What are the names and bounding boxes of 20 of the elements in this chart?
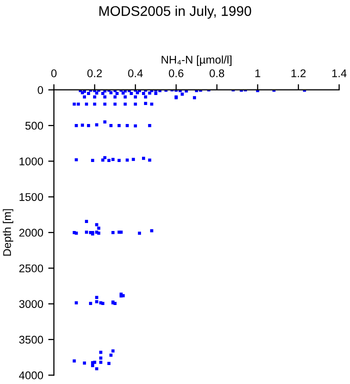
y-tick-label: 2500 <box>19 264 44 272</box>
x-tick-label: 1.2 <box>292 69 306 78</box>
x-tick-label: 0 <box>51 69 57 78</box>
x-axis-title: NH₄-N [µmol/l] <box>162 55 232 66</box>
y-tick-label: 3500 <box>19 336 44 344</box>
y-tick-label: 0 <box>38 86 44 94</box>
y-tick-label: 1500 <box>20 193 44 201</box>
x-tick-label: 0.6 <box>168 69 184 78</box>
y-tick-label: 500 <box>25 122 44 130</box>
y-tick-label: 4000 <box>19 371 44 380</box>
x-tick-label: 0.4 <box>128 69 143 78</box>
y-tick-label: 2000 <box>19 228 44 237</box>
x-tick-label: 0.2 <box>87 69 102 78</box>
x-tick-label: 1.4 <box>332 69 347 78</box>
chart-title: MODS2005 in July, 1990 <box>99 6 252 19</box>
x-tick-label: 0.8 <box>210 69 224 78</box>
y-tick-label: 3000 <box>19 300 44 308</box>
x-tick-label: 1 <box>255 69 260 78</box>
y-tick-label: 1000 <box>20 157 44 166</box>
y-axis-title: Depth [m] <box>2 209 14 256</box>
